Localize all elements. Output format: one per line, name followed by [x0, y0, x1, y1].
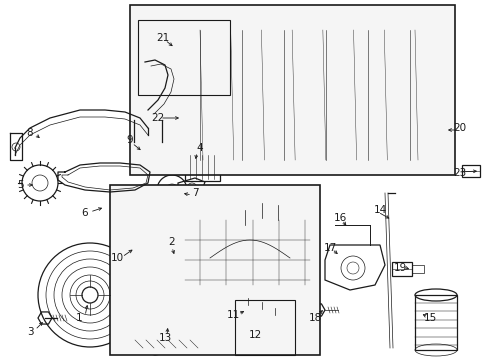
Text: 14: 14	[373, 205, 386, 215]
Text: 13: 13	[158, 333, 171, 343]
Text: 16: 16	[333, 213, 346, 223]
Text: 3: 3	[27, 327, 33, 337]
Bar	[391, 262, 411, 276]
Bar	[317, 35, 339, 53]
Text: 9: 9	[126, 135, 133, 145]
Text: 4: 4	[196, 143, 203, 153]
Text: 8: 8	[27, 128, 33, 138]
Bar	[150, 38, 168, 50]
Text: 7: 7	[191, 188, 198, 198]
Bar	[150, 72, 168, 84]
Text: 23: 23	[452, 168, 466, 178]
Text: 6: 6	[81, 208, 88, 218]
Bar	[213, 35, 235, 53]
Text: 12: 12	[248, 330, 261, 340]
Bar	[414, 295, 456, 350]
Text: 18: 18	[308, 313, 321, 323]
Bar	[130, 5, 454, 175]
Text: 20: 20	[452, 123, 466, 133]
Bar	[247, 35, 269, 53]
Text: 1: 1	[76, 313, 82, 323]
Bar	[184, 153, 220, 181]
Bar	[110, 185, 319, 355]
Text: 19: 19	[392, 263, 406, 273]
Text: 22: 22	[151, 113, 164, 123]
Text: 11: 11	[226, 310, 239, 320]
Bar	[138, 20, 229, 95]
Text: 5: 5	[17, 180, 23, 190]
Text: 21: 21	[156, 33, 169, 43]
Bar	[170, 30, 424, 160]
Bar	[283, 35, 305, 53]
Bar	[411, 265, 423, 273]
Text: 2: 2	[168, 237, 175, 247]
Bar	[461, 165, 479, 177]
Text: 15: 15	[423, 313, 436, 323]
Text: 17: 17	[323, 243, 336, 253]
Bar	[235, 300, 294, 355]
Text: 10: 10	[110, 253, 123, 263]
Bar	[150, 55, 168, 67]
